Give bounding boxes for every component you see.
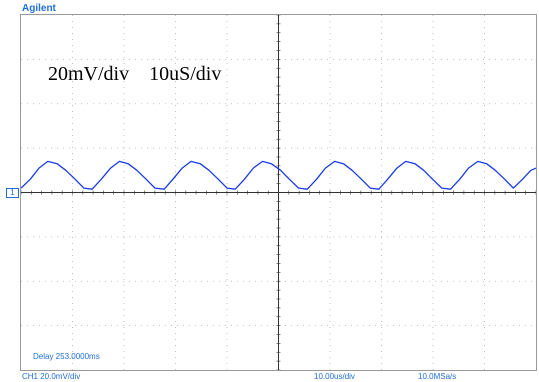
waveform-trace-ch1 <box>21 160 536 190</box>
waveform-plot <box>21 15 536 370</box>
trace-layer <box>21 160 536 190</box>
channel-1-ground-marker[interactable]: 1 <box>6 188 19 198</box>
brand-logo-text: Agilent <box>22 3 56 14</box>
grid <box>21 15 536 370</box>
channel-scale-readout: CH1 20.0mV/div <box>22 372 81 381</box>
timebase-readout: 10.00us/div <box>314 372 355 381</box>
delay-readout: Delay 253.0000ms <box>33 352 100 361</box>
oscilloscope-display <box>20 14 537 371</box>
sample-rate-readout: 10.0MSa/s <box>418 372 457 381</box>
scale-annotation: 20mV/div 10uS/div <box>48 63 222 85</box>
